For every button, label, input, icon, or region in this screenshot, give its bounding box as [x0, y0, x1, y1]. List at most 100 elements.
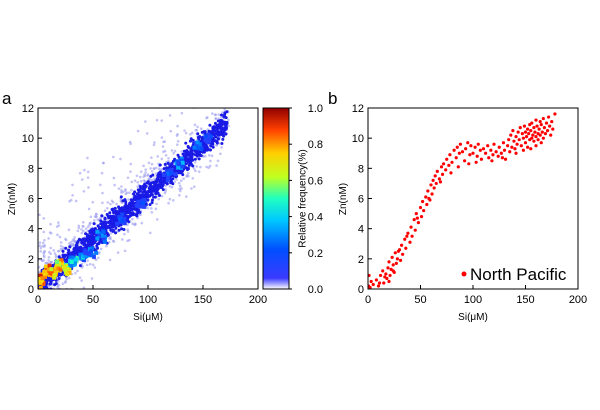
panel-b-point: [541, 116, 545, 121]
panel-a-hotspot-cell: [41, 280, 46, 285]
panel-b-point: [457, 151, 461, 155]
panel-a-point: [80, 279, 83, 282]
panel-a-point: [64, 246, 68, 250]
panel-a-point: [190, 187, 193, 190]
panel-a-hotspot-cell: [47, 263, 52, 268]
panel-a-hotspot-cell: [69, 260, 74, 265]
panel-a-xlabel: Si(μM): [133, 312, 163, 323]
panel-b-point: [450, 160, 454, 164]
panel-a-hotspot-cell: [65, 266, 70, 271]
panel-a-point: [70, 252, 74, 256]
panel-a-point: [219, 99, 222, 102]
panel-a-point: [217, 68, 220, 71]
panel-b-point: [469, 144, 473, 148]
panel-a-point: [89, 215, 93, 219]
panel-a-point: [221, 120, 225, 124]
panel-a-point: [199, 165, 202, 169]
panel-b-point: [405, 234, 409, 238]
panel-a-hotspot-cell: [52, 273, 57, 278]
panel-a-hotspot-cell: [166, 175, 171, 180]
panel-a-point: [112, 214, 116, 218]
panel-b-point: [442, 162, 446, 166]
panel-a-letter: a: [2, 89, 12, 108]
panel-a-point: [86, 259, 89, 262]
panel-a-ytick-label: 8: [28, 163, 34, 175]
panel-a-point: [127, 198, 130, 201]
panel-a-ytick-label: 12: [22, 103, 34, 115]
panel-a-point: [181, 173, 185, 177]
panel-a-hotspot-cell: [81, 254, 86, 259]
panel-a-point: [80, 178, 84, 181]
panel-a-point: [177, 181, 181, 185]
panel-b-point: [496, 154, 500, 158]
panel-a-point: [80, 240, 84, 244]
panel-a-point: [158, 171, 162, 175]
panel-a-point: [186, 166, 190, 170]
panel-b-point: [369, 279, 373, 284]
panel-a-point: [134, 213, 138, 217]
panel-a-point: [129, 208, 133, 212]
panel-a-point: [49, 231, 53, 235]
panel-a-point: [38, 244, 41, 248]
panel-a-point: [108, 240, 111, 244]
panel-a-point: [164, 184, 167, 188]
panel-a-point: [128, 191, 131, 194]
panel-a-hotspot-cell: [46, 267, 51, 272]
panel-a-point: [160, 184, 164, 188]
panel-a-point: [149, 167, 152, 170]
panel-a-point: [57, 221, 60, 224]
panel-a-point: [156, 187, 160, 191]
panel-a-hotspot-cell: [120, 219, 125, 224]
panel-b-point: [386, 266, 390, 270]
panel-b-xtick-label: 100: [464, 294, 482, 306]
panel-a-point: [90, 277, 94, 280]
panel-b-point: [529, 147, 533, 151]
panel-b-point: [531, 133, 535, 137]
panel-a-point: [139, 186, 143, 190]
panel-b-point: [395, 257, 399, 261]
panel-a-hotspot-cell: [82, 248, 87, 253]
panel-a-point: [65, 277, 68, 281]
panel-a-point: [220, 116, 223, 119]
panel-a-point: [67, 242, 71, 245]
panel-a-point: [143, 174, 147, 178]
panel-b-point: [368, 285, 372, 289]
panel-a-point: [207, 130, 211, 134]
panel-b-point: [536, 138, 540, 142]
panel-a-point: [81, 264, 84, 268]
panel-a-point: [81, 225, 85, 228]
panel-a-hotspot-cell: [84, 254, 89, 259]
panel-a-point: [61, 249, 65, 253]
panel-a-point: [151, 173, 155, 177]
panel-a-point: [83, 168, 86, 172]
panel-b-point: [521, 136, 526, 140]
panel-a-point: [120, 227, 124, 231]
panel-a-point: [109, 220, 113, 224]
panel-a-hotspot-cell: [177, 162, 182, 167]
panel-a-point: [43, 244, 47, 247]
panel-a-point: [193, 123, 197, 127]
panel-a-point: [123, 198, 127, 202]
panel-b-point: [466, 141, 470, 145]
panel-a-point: [101, 191, 104, 195]
panel-a-point: [129, 211, 133, 215]
panel-a-point: [179, 189, 182, 193]
panel-a-point: [171, 99, 174, 102]
panel-a-point: [99, 183, 102, 187]
panel-a-point: [195, 128, 199, 132]
panel-a-point: [216, 119, 220, 123]
panel-a-point: [77, 224, 81, 228]
panel-b-point: [393, 251, 397, 255]
panel-a-point: [168, 185, 172, 188]
panel-a-hotspot-cell: [198, 142, 203, 147]
panel-a-point: [157, 167, 161, 171]
panel-a-point: [215, 164, 218, 167]
panel-a-point: [49, 246, 53, 250]
panel-a-point: [220, 146, 223, 149]
panel-b-point: [532, 126, 536, 130]
panel-a-point: [78, 171, 82, 175]
panel-a-point: [61, 247, 65, 251]
panel-b-point: [474, 160, 478, 164]
panel-a-point: [56, 233, 59, 237]
panel-a-point: [109, 228, 113, 232]
